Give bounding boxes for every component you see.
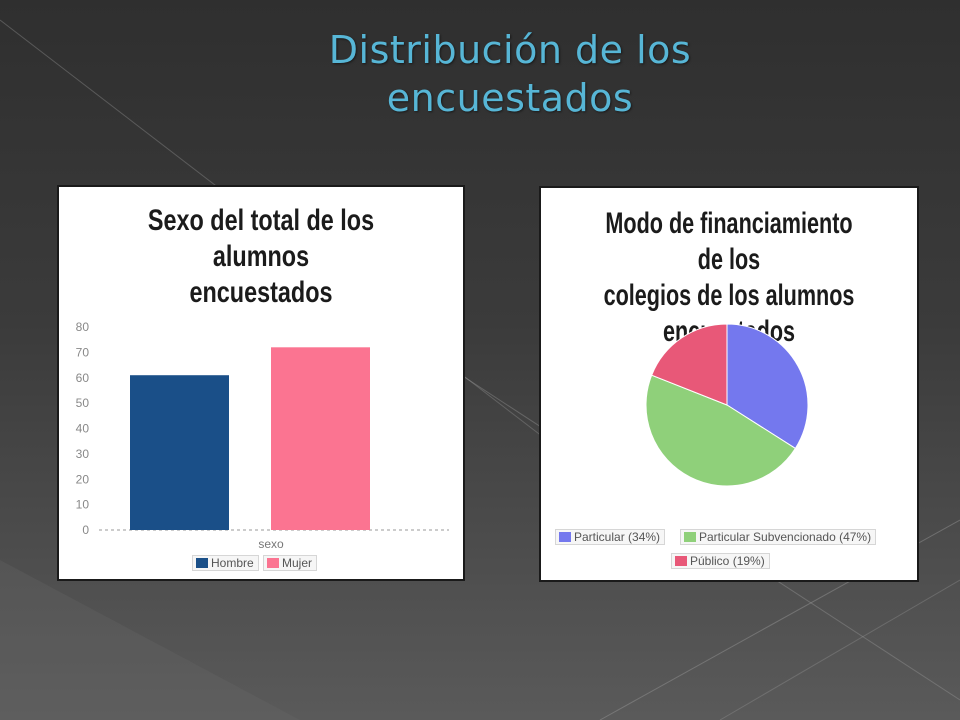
pie-slice-1 [645,374,797,487]
y-tick-label: 20 [76,472,90,486]
legend-item-1: Particular Subvencionado (47%) [680,529,877,545]
pie-slice-2 [651,323,728,406]
funding-chart-title-line2: colegios de los alumnos [603,279,855,312]
gender-bar-chart: 0 10 20 30 40 50 60 70 80 sexo [76,320,449,551]
legend-item-hombre: Hombre [192,555,259,571]
funding-pie-chart [645,323,809,487]
legend-item-0: Particular (34%) [555,529,666,545]
y-tick-label: 0 [82,523,89,537]
legend-item-mujer: Mujer [263,555,318,571]
y-tick-label: 70 [76,345,90,359]
y-tick-label: 80 [76,320,90,334]
gender-chart-title: Sexo del total de los alumnos encuestado… [103,203,418,311]
slide-title-line2: encuestados [386,76,634,120]
bar-hombre [130,375,229,530]
legend-swatch [559,532,571,542]
legend-swatch [196,558,208,568]
x-axis-label: sexo [258,537,284,551]
funding-chart-panel: Modo de financiamiento de los colegios d… [539,186,919,582]
legend-swatch [267,558,279,568]
legend-label: Hombre [211,556,254,570]
legend-swatch [675,556,687,566]
gender-chart-title-line2: encuestados [189,276,333,309]
y-tick-label: 50 [76,396,90,410]
legend-label: Particular Subvencionado (47%) [699,530,872,544]
gender-chart-title-line1: Sexo del total de los alumnos [147,204,375,273]
legend-label: Particular (34%) [574,530,661,544]
funding-chart-title-line1: Modo de financiamiento de los [605,207,853,276]
legend-item-2: Público (19%) [671,553,770,569]
funding-chart-title: Modo de financiamiento de los colegios d… [594,206,865,350]
legend-label: Público (19%) [690,554,765,568]
y-tick-label: 60 [76,371,90,385]
legend-label: Mujer [282,556,313,570]
y-tick-label: 10 [76,498,90,512]
y-tick-label: 30 [76,447,90,461]
gender-chart-panel: Sexo del total de los alumnos encuestado… [57,185,465,581]
slide-title-line1: Distribución de los [328,28,692,72]
y-tick-label: 40 [76,422,90,436]
bar-mujer [271,347,370,530]
slide-title: Distribución de los encuestados [180,26,840,122]
legend-swatch [684,532,696,542]
